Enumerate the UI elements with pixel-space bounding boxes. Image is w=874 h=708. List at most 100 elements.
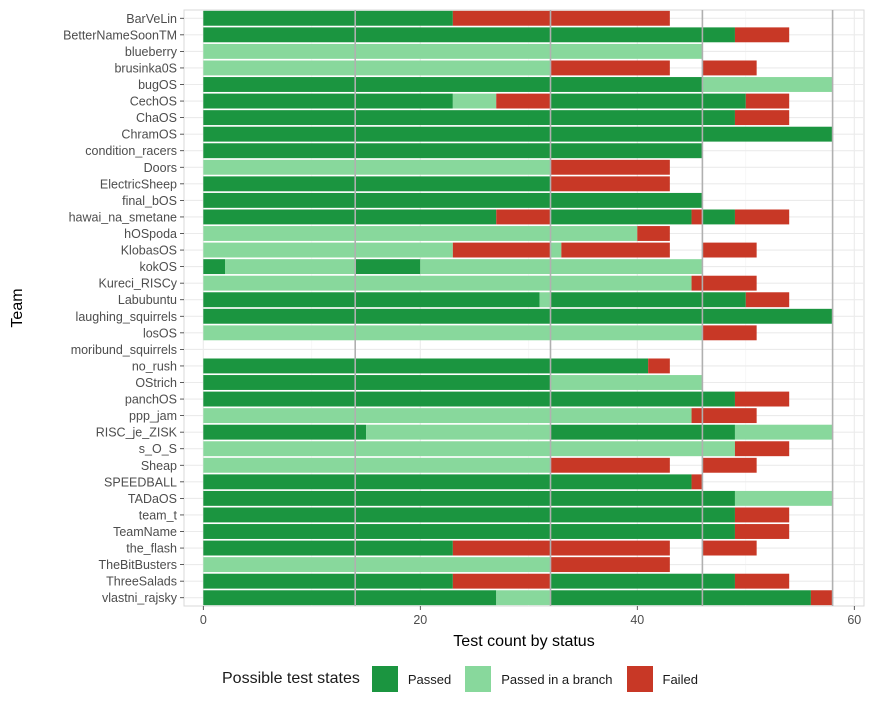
bar-segment-CechOS xyxy=(496,93,551,109)
bar-segment-bugOS xyxy=(702,77,833,92)
bar-segment-Sheap xyxy=(203,457,551,473)
x-tick-label: 20 xyxy=(413,613,427,627)
bar-segment-brusinka0S xyxy=(550,60,670,76)
x-tick-label: 0 xyxy=(200,613,207,627)
bar-segment-ThreeSalads xyxy=(734,573,790,589)
bar-segment-condition_racers xyxy=(203,143,703,159)
bar-segment-hOSpoda xyxy=(203,226,638,241)
y-tick-label: Kureci_RISCy xyxy=(99,277,178,291)
y-tick-label: TeamName xyxy=(113,525,177,539)
bar-segment-BetterNameSoonTM xyxy=(203,27,735,43)
bar-segment-TeamName xyxy=(203,524,735,539)
bar-segment-BetterNameSoonTM xyxy=(734,27,790,43)
bar-segment-ThreeSalads xyxy=(550,573,735,589)
y-tick-label: vlastni_rajsky xyxy=(102,591,178,605)
bar-segment-TADaOS xyxy=(203,490,735,506)
bar-segment-TheBitBusters xyxy=(203,557,551,573)
x-axis: 0 20 40 60 xyxy=(200,606,861,627)
x-tick-label: 60 xyxy=(847,613,861,627)
y-tick-label: BetterNameSoonTM xyxy=(63,28,177,42)
bar-segment-no_rush xyxy=(203,358,649,374)
bar-segment-CechOS xyxy=(550,93,746,109)
bar-segment-bugOS xyxy=(203,77,703,92)
bar-segment-vlastni_rajsky xyxy=(203,590,497,606)
x-tick-label: 40 xyxy=(630,613,644,627)
bar-segment-ppp_jam xyxy=(691,408,703,424)
plot-panel xyxy=(183,9,865,607)
bar-segment-CechOS xyxy=(203,93,453,109)
y-tick-label: laughing_squirrels xyxy=(76,310,177,324)
legend-key-failed xyxy=(626,666,653,692)
bar-segment-Sheap xyxy=(550,457,670,473)
bar-segment-laughing_squirrels xyxy=(203,308,833,324)
bar-segment-s_O_S xyxy=(734,441,790,457)
y-tick-label: the_flash xyxy=(126,542,177,556)
bar-segment-ppp_jam xyxy=(203,408,692,424)
bar-segment-Labubuntu xyxy=(550,292,746,308)
y-tick-label: BarVeLin xyxy=(126,12,177,26)
y-tick-label: RISC_je_ZISK xyxy=(96,426,178,440)
y-axis-title: Team xyxy=(9,288,26,327)
bar-segment-KlobasOS xyxy=(452,242,551,258)
legend-key-passed-branch xyxy=(465,666,492,692)
bar-segment-ThreeSalads xyxy=(203,573,453,589)
legend: Possible test states Passed Passed in a … xyxy=(222,664,712,694)
reference-lines xyxy=(354,10,834,606)
bar-segment-ChaOS xyxy=(734,110,790,126)
bar-segment-blueberry xyxy=(203,43,703,59)
bar-segment-BarVeLin xyxy=(203,10,453,26)
y-tick-label: s_O_S xyxy=(139,442,177,456)
legend-item-failed: Failed xyxy=(626,666,698,692)
bar-segment-kokOS xyxy=(203,259,225,275)
y-tick-label: no_rush xyxy=(132,359,177,373)
bar-segment-Doors xyxy=(550,159,670,175)
bar-segment-RISC_je_ZISK xyxy=(366,424,551,440)
y-tick-label: losOS xyxy=(143,326,177,340)
y-tick-label: Labubuntu xyxy=(118,293,177,307)
legend-title: Possible test states xyxy=(222,670,360,687)
bar-segment-hawai_na_smetane xyxy=(691,209,703,225)
bar-segment-kokOS xyxy=(420,259,703,275)
y-tick-label: ppp_jam xyxy=(129,409,177,423)
bar-segment-Kureci_RISCy xyxy=(702,275,757,291)
bar-segment-ElectricSheep xyxy=(550,176,670,192)
bar-segment-RISC_je_ZISK xyxy=(550,424,735,440)
bar-segment-vlastni_rajsky xyxy=(550,590,811,606)
bar-segment-Kureci_RISCy xyxy=(691,275,703,291)
bar-segment-ppp_jam xyxy=(702,408,757,424)
y-tick-label: condition_racers xyxy=(85,144,177,158)
bar-segment-losOS xyxy=(203,325,703,341)
stacked-bar-chart: BarVeLin BetterNameSoonTM blueberry brusink… xyxy=(9,9,865,650)
bar-segment-KlobasOS xyxy=(203,242,453,258)
bar-segment-panchOS xyxy=(203,391,735,407)
bar-segment-SPEEDBALL xyxy=(691,474,703,490)
bar-segment-vlastni_rajsky xyxy=(810,590,833,606)
bar-segment-RISC_je_ZISK xyxy=(734,424,833,440)
bar-segment-team_t xyxy=(734,507,790,523)
bar-segment-Labubuntu xyxy=(539,292,551,308)
bar-segment-brusinka0S xyxy=(702,60,757,76)
y-tick-label: SPEEDBALL xyxy=(104,475,177,489)
bar-segment-KlobasOS xyxy=(702,242,757,258)
legend-key-passed xyxy=(371,666,398,692)
y-tick-label: final_bOS xyxy=(122,194,177,208)
bar-segment-the_flash xyxy=(203,540,453,556)
bar-segment-CechOS xyxy=(745,93,790,109)
y-tick-label: kokOS xyxy=(139,260,177,274)
bar-segment-the_flash xyxy=(550,540,670,556)
y-axis: BarVeLin BetterNameSoonTM blueberry brusink… xyxy=(63,12,184,605)
bar-segment-ElectricSheep xyxy=(203,176,551,192)
y-tick-label: team_t xyxy=(139,508,178,522)
bar-segment-TeamName xyxy=(734,524,790,539)
bar-segment-team_t xyxy=(203,507,735,523)
bar-segment-KlobasOS xyxy=(550,242,562,258)
y-tick-label: panchOS xyxy=(125,393,177,407)
y-tick-label: ThreeSalads xyxy=(106,575,177,589)
legend-item-passed: Passed xyxy=(371,666,451,692)
y-tick-label: Doors xyxy=(144,161,177,175)
bar-segment-CechOS xyxy=(452,93,497,109)
bar-segment-ChramOS xyxy=(203,126,833,142)
bar-segment-panchOS xyxy=(734,391,790,407)
bar-segment-ThreeSalads xyxy=(452,573,551,589)
y-tick-label: KlobasOS xyxy=(121,244,177,258)
